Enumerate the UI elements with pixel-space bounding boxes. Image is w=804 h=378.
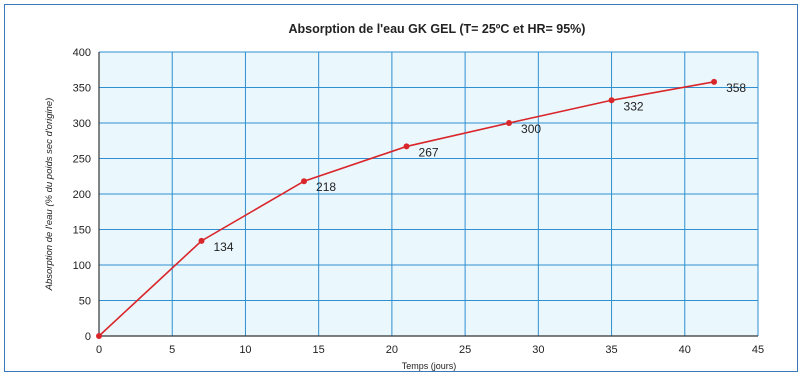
- x-tick-label: 0: [96, 344, 102, 356]
- x-tick-label: 35: [605, 344, 617, 356]
- y-axis-label: Absorption de l'eau (% du poids sec d'or…: [44, 98, 55, 292]
- chart: Absorption de l'eau GK GEL (T= 25ºC et H…: [44, 22, 764, 371]
- y-tick-label: 250: [73, 154, 91, 166]
- data-label: 300: [521, 122, 541, 136]
- x-tick-label: 30: [532, 344, 544, 356]
- data-point: [608, 97, 615, 104]
- y-tick-label: 0: [85, 331, 91, 343]
- x-tick-label: 45: [752, 344, 764, 356]
- y-tick-label: 150: [73, 225, 91, 237]
- y-tick-label: 50: [79, 296, 91, 308]
- y-tick-label: 300: [73, 118, 91, 130]
- x-tick-label: 10: [239, 344, 251, 356]
- data-label: 332: [624, 99, 644, 113]
- data-label: 267: [419, 145, 439, 159]
- y-tick-label: 200: [73, 189, 91, 201]
- data-point: [711, 78, 718, 85]
- data-point: [198, 237, 205, 244]
- x-tick-label: 15: [313, 344, 325, 356]
- data-label: 218: [316, 180, 336, 194]
- x-tick-label: 25: [459, 344, 471, 356]
- y-tick-label: 400: [73, 47, 91, 59]
- data-label: 358: [726, 81, 746, 95]
- data-point: [96, 333, 102, 339]
- x-tick-label: 5: [169, 344, 175, 356]
- data-label: 134: [214, 240, 234, 254]
- data-point: [403, 143, 410, 150]
- x-axis-label: Temps (jours): [402, 361, 457, 371]
- data-point: [301, 178, 308, 185]
- chart-title: Absorption de l'eau GK GEL (T= 25ºC et H…: [289, 22, 586, 36]
- chart-frame: Absorption de l'eau GK GEL (T= 25ºC et H…: [4, 4, 798, 372]
- data-point: [506, 120, 513, 126]
- x-tick-label: 20: [386, 344, 398, 356]
- y-tick-label: 350: [73, 83, 91, 95]
- x-tick-label: 40: [679, 344, 691, 356]
- y-tick-label: 100: [73, 260, 91, 272]
